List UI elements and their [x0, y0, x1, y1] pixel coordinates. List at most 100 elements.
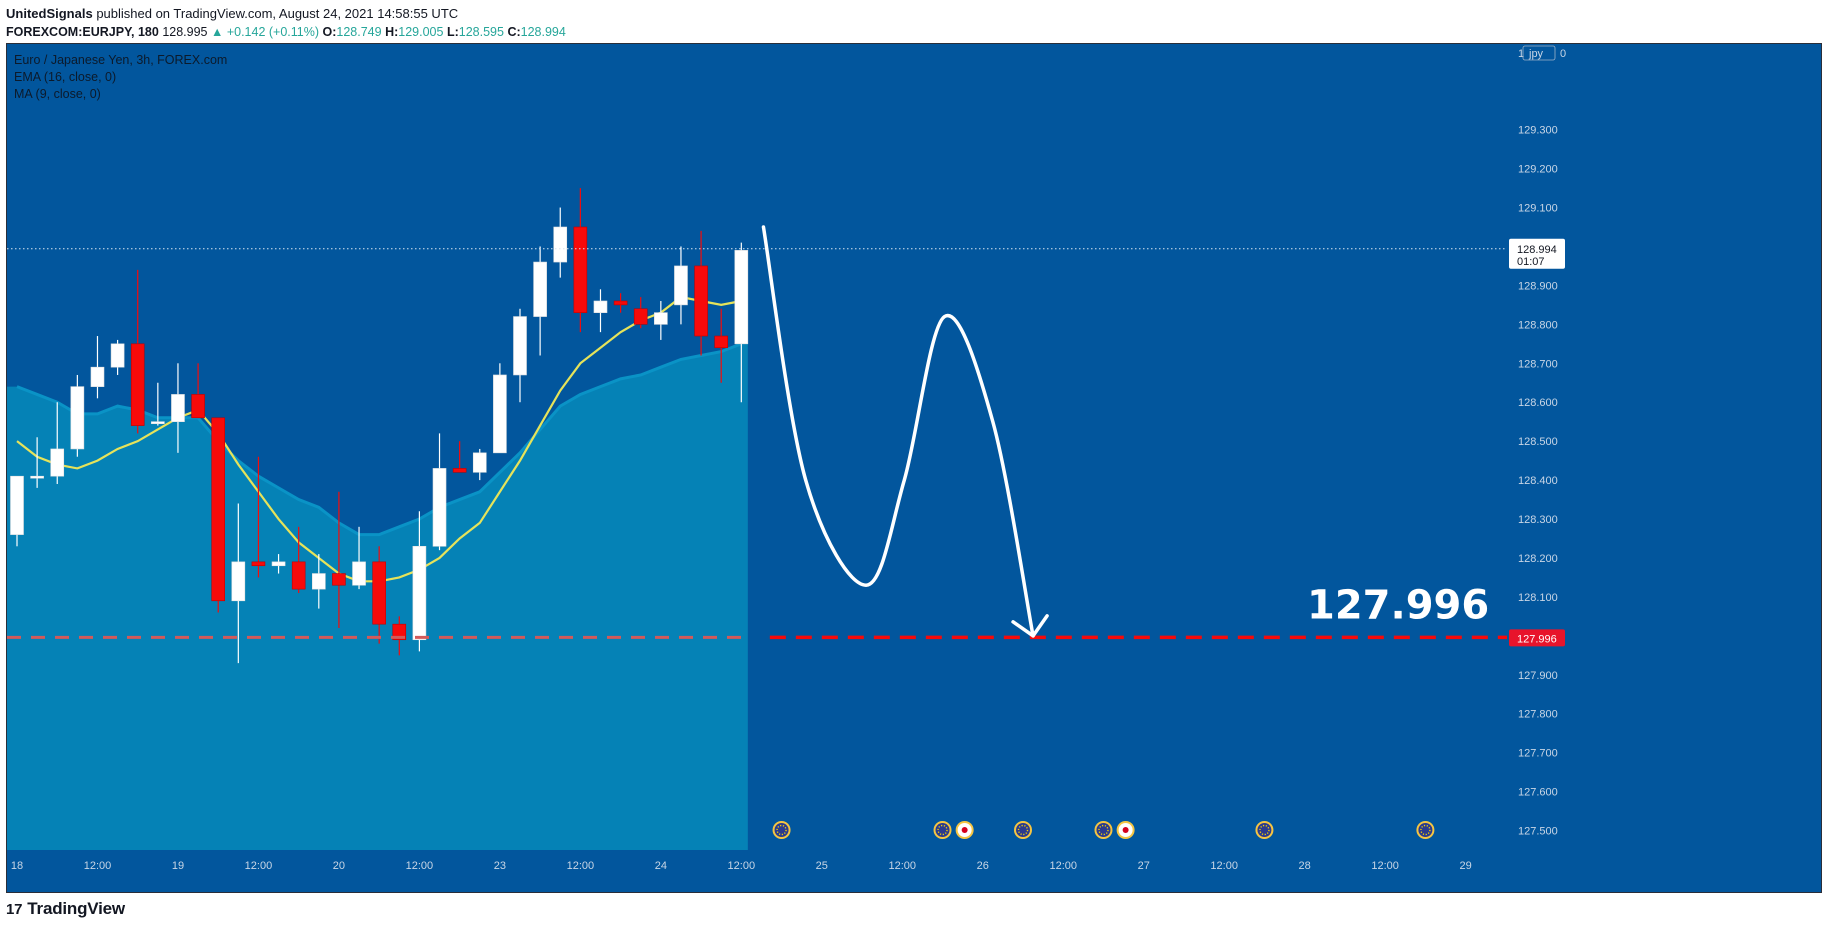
chart-legend: Euro / Japanese Yen, 3h, FOREX.com EMA (…	[14, 52, 227, 103]
candle-body	[553, 226, 568, 263]
symbol-label: FOREXCOM:EURJPY, 180	[6, 25, 159, 39]
projection-arrowhead	[1011, 614, 1049, 638]
jp-flag-icon	[955, 821, 974, 839]
low-label: L:	[446, 25, 459, 39]
target-price-box	[1509, 629, 1565, 647]
candle	[332, 491, 346, 629]
published-text: published on TradingView.com, August 24,…	[96, 6, 459, 21]
event-marker-stars	[1420, 824, 1431, 836]
candle-body	[211, 417, 225, 602]
candle	[694, 230, 708, 356]
candle	[90, 336, 105, 399]
time-tick-label: 12:00	[728, 860, 756, 872]
candle	[633, 297, 648, 329]
time-tick-label: 20	[333, 860, 345, 872]
candle-body	[694, 265, 708, 337]
candle	[291, 526, 306, 594]
candle	[452, 441, 467, 473]
candle-body	[613, 300, 628, 306]
annotation-layer: 127.996	[7, 225, 1507, 640]
candle	[734, 242, 749, 403]
target-price-label: 127.996	[1307, 582, 1489, 628]
legend-title: Euro / Japanese Yen, 3h, FOREX.com	[14, 53, 228, 67]
price-tick-label: 1	[1518, 48, 1524, 60]
currency-badge	[1522, 45, 1556, 61]
candle	[553, 207, 568, 278]
event-marker-stars	[937, 824, 948, 836]
candle	[10, 475, 24, 547]
candle-body	[472, 452, 487, 473]
legend-ema[interactable]: EMA (16, close, 0)	[14, 70, 117, 84]
candle-body	[231, 561, 246, 602]
price-tick-label: 128.100	[1518, 592, 1558, 604]
time-tick-label: 12:00	[84, 860, 112, 872]
time-axis-layer: 18 12:00 19 12:00 20 12:00 23 12:00 24 12:00 25 12:…	[7, 850, 1507, 892]
time-tick-label: 29	[1460, 860, 1472, 872]
price-tick-label: 128.600	[1518, 397, 1558, 409]
candle-body	[633, 308, 648, 325]
price-tick-label: 128.700	[1518, 358, 1558, 370]
price-tick-label: 128.300	[1518, 514, 1558, 526]
candle	[654, 300, 668, 340]
candle-body	[110, 343, 125, 368]
chart-frame[interactable]: 127.996 129.300 129.200 129.100 128.900 128.…	[6, 43, 1822, 893]
price-tick-label: 127.700	[1518, 748, 1558, 760]
price-tick-label: 0	[1560, 48, 1566, 60]
time-tick-label: 12:00	[1210, 860, 1238, 872]
event-marker-dot	[961, 827, 968, 833]
price-tick-label: 129.300	[1518, 125, 1558, 137]
current-price-value: 128.994	[1517, 244, 1557, 256]
candle	[593, 289, 608, 333]
currency-label: jpy	[1528, 48, 1544, 60]
eu-flag-icon	[1255, 821, 1274, 839]
candle-body	[392, 623, 407, 641]
candle-body	[30, 475, 44, 479]
candle-body	[251, 561, 266, 567]
candle	[271, 554, 286, 574]
candle	[472, 448, 487, 481]
author-name[interactable]: UnitedSignals	[6, 6, 93, 21]
candles-layer	[10, 188, 749, 664]
candle	[251, 456, 266, 578]
candle	[171, 363, 185, 453]
eu-flag-icon	[1416, 821, 1435, 839]
tradingview-logo[interactable]: 17 TradingView	[6, 899, 125, 919]
candle	[30, 437, 44, 488]
candle-body	[90, 366, 105, 387]
event-marker-stars	[1098, 824, 1109, 836]
candle-body	[70, 386, 85, 450]
time-tick-label: 12:00	[889, 860, 917, 872]
candle-body	[533, 261, 547, 317]
price-tick-label: 128.400	[1518, 475, 1558, 487]
price-tick-label: 128.800	[1518, 319, 1558, 331]
candle-body	[372, 561, 386, 625]
price-tick-label: 127.800	[1518, 709, 1558, 721]
time-tick-label: 18	[11, 860, 23, 872]
candle-body	[452, 468, 467, 473]
tradingview-brand: TradingView	[27, 899, 125, 918]
price-tick-label: 128.200	[1518, 553, 1558, 565]
time-tick-label: 24	[655, 860, 667, 872]
eu-flag-icon	[933, 821, 952, 839]
chart-canvas[interactable]: 127.996 129.300 129.200 129.100 128.900 128.…	[7, 44, 1822, 893]
candle-body	[50, 448, 65, 477]
candle	[714, 308, 729, 383]
candle	[493, 363, 507, 454]
candle	[372, 546, 386, 644]
legend-ma[interactable]: MA (9, close, 0)	[14, 87, 101, 101]
close-value: 128.994	[520, 25, 566, 39]
high-label: H:	[385, 25, 399, 39]
candle-body	[513, 316, 527, 376]
current-price-box	[1509, 238, 1565, 269]
time-tick-label: 28	[1299, 860, 1311, 872]
candle	[211, 417, 225, 613]
candle-body	[311, 573, 326, 590]
close-label: C:	[507, 25, 521, 39]
open-value: 128.749	[336, 25, 382, 39]
candle	[70, 374, 85, 457]
price-tick-label: 128.900	[1518, 280, 1558, 292]
candle-body	[714, 335, 729, 349]
candle	[513, 308, 527, 403]
candle-body	[291, 561, 306, 590]
countdown-value: 01:07	[1517, 256, 1545, 268]
